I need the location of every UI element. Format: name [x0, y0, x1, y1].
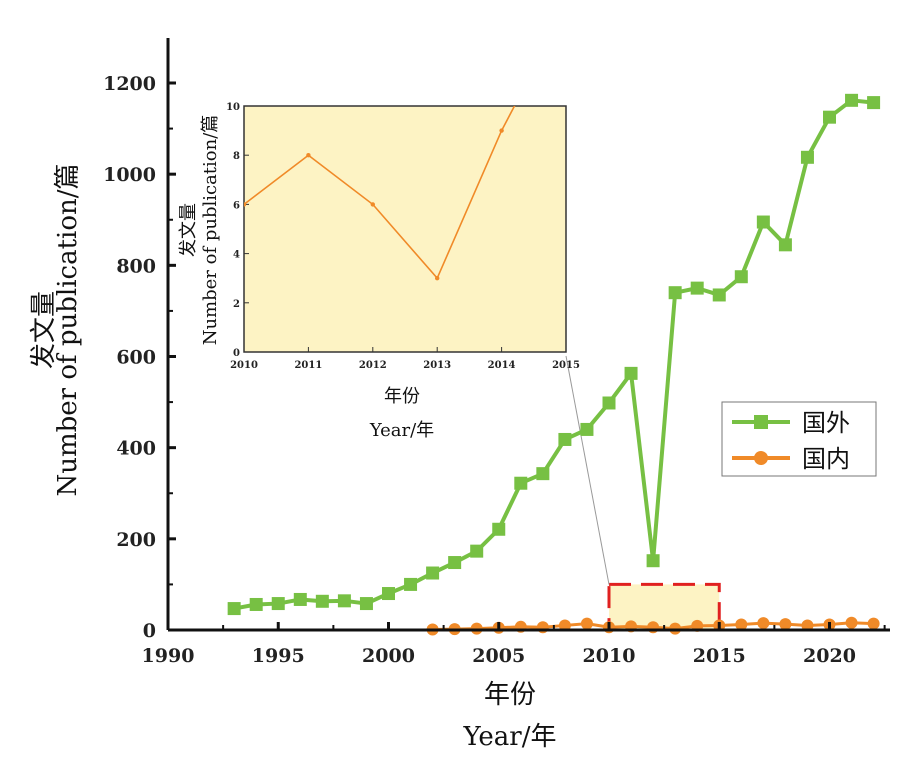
y-tick-label: 1200: [103, 73, 156, 95]
x-tick-label: 2010: [583, 645, 636, 667]
inset-y-axis-title-cn: 发文量: [178, 203, 199, 257]
data-point-foreign: [249, 597, 263, 611]
x-axis-title-en: Year/年: [463, 722, 557, 752]
data-point-foreign: [404, 577, 418, 591]
inset-data-point: [306, 153, 311, 158]
inset-x-tick-label: 2015: [552, 360, 580, 371]
data-point-foreign: [558, 432, 572, 446]
data-point-foreign: [536, 467, 550, 481]
zoom-region-box: [607, 582, 721, 632]
y-tick-label: 1000: [103, 164, 156, 186]
inset-frame: [243, 105, 567, 353]
data-point-foreign: [800, 150, 814, 164]
inset-y-tick-label: 6: [233, 200, 240, 211]
data-point-foreign: [602, 396, 616, 410]
inset-y-tick-label: 10: [226, 102, 240, 113]
data-point-foreign: [359, 597, 373, 611]
inset-y-tick-label: 2: [233, 299, 240, 310]
x-tick-label: 2020: [803, 645, 856, 667]
legend-label: 国内: [802, 445, 850, 473]
data-point-foreign: [426, 566, 440, 580]
data-point-foreign: [734, 270, 748, 284]
inset-x-tick-label: 2010: [230, 360, 258, 371]
data-point-foreign: [492, 522, 506, 536]
y-tick-label: 800: [116, 255, 156, 277]
inset-data-point: [564, 5, 568, 9]
y-tick-label: 600: [116, 347, 156, 369]
data-point-domestic: [779, 618, 792, 631]
data-point-foreign: [712, 288, 726, 302]
data-point-foreign: [337, 594, 351, 608]
x-tick-label: 1995: [252, 645, 305, 667]
zoom-connector-line: [565, 355, 610, 585]
data-point-domestic: [867, 617, 880, 630]
data-point-foreign: [756, 215, 770, 229]
data-point-foreign: [448, 556, 462, 570]
inset-y-tick-label: 0: [233, 348, 240, 359]
inset-y-axis-title-en: Number of publication/篇: [200, 115, 221, 346]
x-tick-label: 2005: [472, 645, 525, 667]
inset-x-tick-label: 2014: [488, 360, 516, 371]
data-point-foreign: [845, 93, 859, 107]
data-point-foreign: [227, 602, 241, 616]
data-point-domestic: [801, 619, 814, 632]
x-tick-label: 2015: [693, 645, 746, 667]
data-point-foreign: [624, 366, 638, 380]
legend-marker-square: [754, 415, 768, 429]
inset-x-axis-title-en: Year/年: [369, 420, 434, 441]
data-point-foreign: [668, 286, 682, 300]
inset-x-tick-label: 2012: [359, 360, 387, 371]
inset-y-tick-label: 8: [233, 151, 240, 162]
data-point-foreign: [514, 476, 528, 490]
legend-marker-circle: [754, 451, 768, 465]
data-point-foreign: [315, 594, 329, 608]
data-point-domestic: [580, 617, 593, 630]
inset-series-line: [244, 106, 516, 280]
data-point-foreign: [823, 110, 836, 124]
data-point-domestic: [558, 619, 571, 632]
data-point-domestic: [757, 617, 770, 630]
inset-x-tick-label: 2011: [294, 360, 322, 371]
x-axis-title-cn: 年份: [484, 680, 536, 710]
y-axis-title-en: Number of publication/篇: [53, 163, 83, 496]
inset-data-point: [435, 276, 440, 281]
data-point-foreign: [867, 96, 881, 110]
legend-label: 国外: [802, 409, 850, 437]
inset-plot: 0 2 4 6 8 10 2010 2011 2012 2013 2014 2015: [226, 5, 580, 371]
data-point-foreign: [271, 597, 285, 611]
inset-data-point: [244, 202, 247, 207]
data-point-foreign: [778, 238, 792, 252]
y-axis-title-cn: 发文量: [29, 291, 59, 369]
data-point-domestic: [735, 618, 748, 631]
data-point-domestic: [845, 616, 858, 629]
y-tick-label: 200: [116, 529, 156, 551]
x-tick-label: 1990: [142, 645, 195, 667]
inset-data-point: [370, 202, 375, 207]
y-tick-label: 0: [143, 620, 156, 642]
y-tick-label: 400: [116, 438, 156, 460]
inset-data-point: [499, 128, 504, 133]
inset-series-group: [244, 5, 568, 281]
inset-y-tick-label: 4: [233, 250, 240, 261]
data-point-foreign: [580, 422, 594, 436]
legend-frame: [721, 401, 877, 477]
data-point-foreign: [382, 587, 395, 601]
x-tick-label: 2000: [362, 645, 415, 667]
main-series-group: [227, 93, 881, 636]
data-point-foreign: [690, 281, 704, 295]
inset-x-tick-label: 2013: [423, 360, 451, 371]
data-point-foreign: [646, 554, 660, 568]
data-point-foreign: [293, 592, 307, 606]
data-point-foreign: [470, 544, 484, 558]
inset-x-axis-title-cn: 年份: [384, 386, 420, 407]
